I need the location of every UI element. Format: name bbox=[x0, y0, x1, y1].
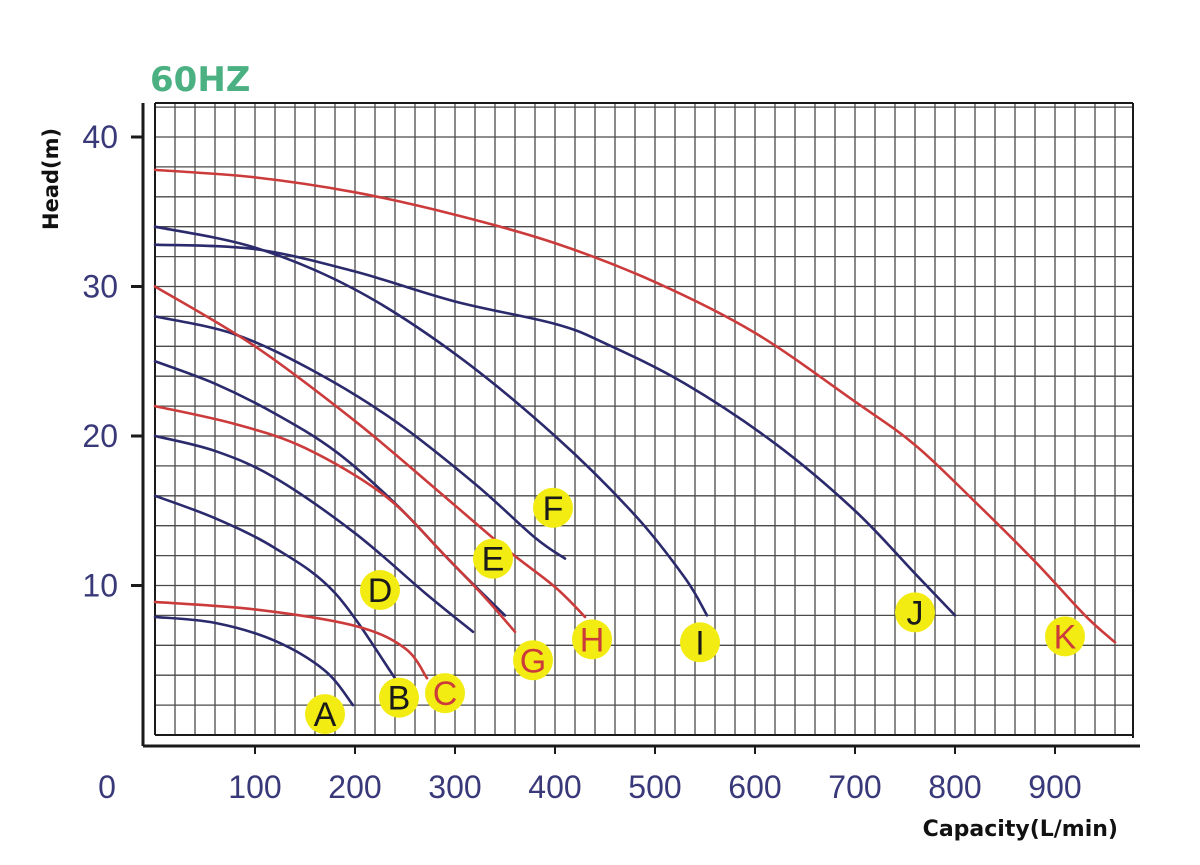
x-tick-label: 700 bbox=[828, 769, 881, 805]
curve-label-marker-h bbox=[572, 619, 612, 660]
x-tick-label: 600 bbox=[728, 769, 781, 805]
x-tick-label: 800 bbox=[928, 769, 981, 805]
x-tick-label: 0 bbox=[98, 769, 116, 805]
x-tick-label: 400 bbox=[528, 769, 581, 805]
chart-title: 60HZ bbox=[150, 60, 250, 100]
curve-label-d: D bbox=[368, 572, 393, 610]
y-tick-label: 10 bbox=[82, 568, 118, 604]
x-tick-label: 100 bbox=[228, 769, 281, 805]
curve-label-k: K bbox=[1054, 618, 1077, 656]
curve-c bbox=[153, 600, 429, 680]
y-tick-label: 20 bbox=[82, 418, 118, 454]
plot-frame bbox=[141, 102, 1140, 748]
tick-marks bbox=[131, 135, 1056, 754]
curve-g bbox=[153, 404, 517, 634]
curve-label-marker-k bbox=[1045, 616, 1085, 657]
curve-label-marker-g bbox=[513, 640, 553, 681]
curve-label-marker-e bbox=[473, 538, 513, 579]
curve-label-marker-a bbox=[305, 694, 345, 735]
curve-label-marker-c bbox=[425, 673, 465, 714]
y-axis-label: Head(m) bbox=[39, 128, 63, 230]
curve-label-marker-i bbox=[680, 622, 720, 663]
curve-label-j: J bbox=[907, 594, 924, 632]
curve-h bbox=[153, 285, 587, 619]
curve-label-h: H bbox=[580, 621, 605, 659]
grid bbox=[155, 103, 1133, 735]
curve-label-i: I bbox=[695, 624, 704, 662]
x-tick-label: 200 bbox=[328, 769, 381, 805]
y-tick-label: 30 bbox=[82, 269, 118, 305]
curve-label-f: F bbox=[543, 490, 564, 528]
x-tick-label: 300 bbox=[428, 769, 481, 805]
curve-j bbox=[153, 243, 957, 617]
curve-label-b: B bbox=[388, 680, 411, 718]
curve-labels: A B C D EF GH I J K bbox=[305, 487, 1085, 735]
curves bbox=[153, 168, 1117, 707]
curve-a bbox=[153, 615, 355, 707]
curve-label-g: G bbox=[520, 642, 546, 680]
x-axis-label: Capacity(L/min) bbox=[923, 817, 1118, 842]
x-tick-label: 500 bbox=[628, 769, 681, 805]
x-tick-label: 900 bbox=[1028, 769, 1081, 805]
curve-f bbox=[153, 315, 567, 560]
curve-label-marker-f bbox=[533, 487, 573, 528]
y-tick-label: 40 bbox=[82, 119, 118, 155]
curve-i bbox=[153, 225, 709, 617]
curve-d bbox=[153, 434, 475, 634]
curve-label-marker-j bbox=[895, 592, 935, 633]
curve-e bbox=[153, 359, 507, 617]
curve-label-e: E bbox=[482, 541, 505, 579]
curve-label-marker-b bbox=[379, 677, 419, 718]
curve-label-marker-d bbox=[360, 569, 400, 610]
curve-label-a: A bbox=[314, 696, 337, 734]
curve-label-c: C bbox=[433, 675, 458, 713]
curve-k bbox=[153, 168, 1117, 644]
